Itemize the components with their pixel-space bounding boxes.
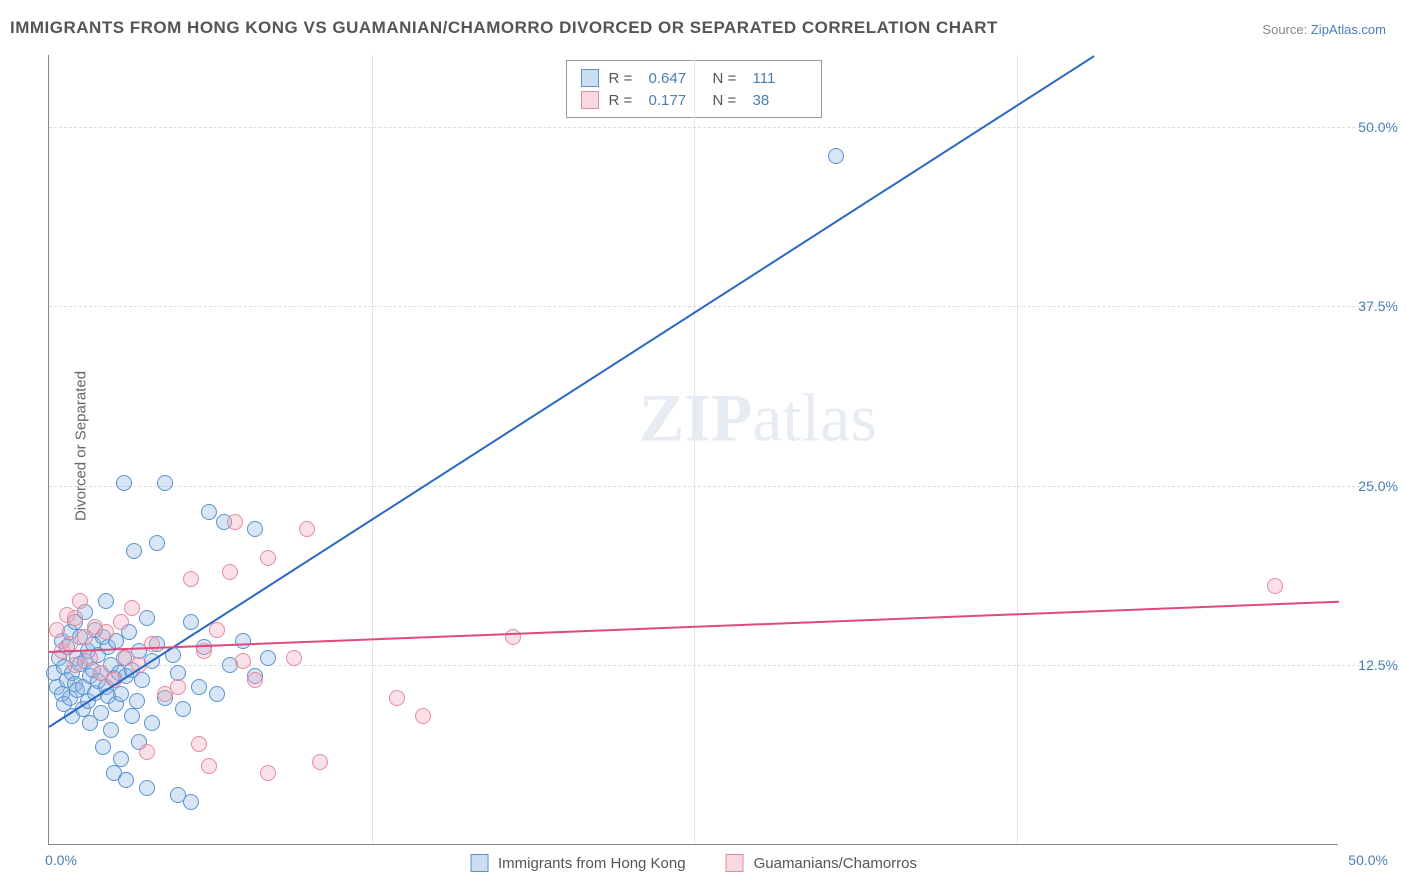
data-point <box>134 672 150 688</box>
x-tick-max: 50.0% <box>1348 852 1388 868</box>
data-point <box>139 744 155 760</box>
data-point <box>67 610 83 626</box>
swatch-series1-icon <box>581 69 599 87</box>
data-point <box>260 765 276 781</box>
stat-key: R = <box>609 70 639 87</box>
stat-key: N = <box>713 70 743 87</box>
source-label: Source: <box>1262 22 1307 37</box>
data-point <box>139 610 155 626</box>
swatch-series2-icon <box>581 91 599 109</box>
data-point <box>113 751 129 767</box>
watermark: ZIPatlas <box>639 378 877 457</box>
gridline-h <box>49 486 1390 487</box>
data-point <box>191 679 207 695</box>
bottom-legend: Immigrants from Hong Kong Guamanians/Cha… <box>470 854 917 872</box>
data-point <box>129 693 145 709</box>
legend-item-series1: Immigrants from Hong Kong <box>470 854 686 872</box>
data-point <box>222 564 238 580</box>
source-attribution: Source: ZipAtlas.com <box>1262 22 1386 37</box>
data-point <box>149 535 165 551</box>
data-point <box>118 772 134 788</box>
data-point <box>98 593 114 609</box>
legend-label: Immigrants from Hong Kong <box>498 855 686 872</box>
data-point <box>235 633 251 649</box>
data-point <box>139 780 155 796</box>
legend-item-series2: Guamanians/Chamorros <box>726 854 917 872</box>
gridline-v <box>1017 55 1018 844</box>
x-tick-origin: 0.0% <box>45 852 77 868</box>
data-point <box>103 722 119 738</box>
data-point <box>201 504 217 520</box>
data-point <box>1267 578 1283 594</box>
data-point <box>175 701 191 717</box>
data-point <box>49 622 65 638</box>
data-point <box>828 148 844 164</box>
data-point <box>260 650 276 666</box>
gridline-v <box>694 55 695 844</box>
data-point <box>72 593 88 609</box>
data-point <box>183 614 199 630</box>
y-tick-label: 50.0% <box>1358 119 1398 135</box>
data-point <box>144 715 160 731</box>
data-point <box>183 571 199 587</box>
data-point <box>124 708 140 724</box>
scatter-plot: ZIPatlas R = 0.647 N = 111 R = 0.177 N =… <box>48 55 1338 845</box>
data-point <box>235 653 251 669</box>
data-point <box>389 690 405 706</box>
stat-n-value: 38 <box>753 92 807 109</box>
data-point <box>126 543 142 559</box>
data-point <box>157 475 173 491</box>
y-tick-label: 12.5% <box>1358 657 1398 673</box>
gridline-h <box>49 306 1390 307</box>
data-point <box>191 736 207 752</box>
gridline-h <box>49 665 1390 666</box>
y-tick-label: 25.0% <box>1358 478 1398 494</box>
data-point <box>505 629 521 645</box>
data-point <box>113 686 129 702</box>
data-point <box>312 754 328 770</box>
y-tick-label: 37.5% <box>1358 298 1398 314</box>
data-point <box>247 672 263 688</box>
data-point <box>201 758 217 774</box>
source-link[interactable]: ZipAtlas.com <box>1311 22 1386 37</box>
stat-key: R = <box>609 92 639 109</box>
data-point <box>170 679 186 695</box>
chart-title: IMMIGRANTS FROM HONG KONG VS GUAMANIAN/C… <box>10 18 998 38</box>
data-point <box>415 708 431 724</box>
data-point <box>227 514 243 530</box>
data-point <box>95 739 111 755</box>
data-point <box>260 550 276 566</box>
data-point <box>144 636 160 652</box>
stat-n-value: 111 <box>753 70 807 87</box>
data-point <box>209 686 225 702</box>
data-point <box>183 794 199 810</box>
data-point <box>286 650 302 666</box>
legend-label: Guamanians/Chamorros <box>754 855 917 872</box>
trend-line <box>48 55 1094 727</box>
swatch-series2-icon <box>726 854 744 872</box>
gridline-h <box>49 127 1390 128</box>
data-point <box>124 600 140 616</box>
swatch-series1-icon <box>470 854 488 872</box>
stat-key: N = <box>713 92 743 109</box>
data-point <box>247 521 263 537</box>
data-point <box>93 705 109 721</box>
data-point <box>116 475 132 491</box>
data-point <box>299 521 315 537</box>
gridline-v <box>372 55 373 844</box>
